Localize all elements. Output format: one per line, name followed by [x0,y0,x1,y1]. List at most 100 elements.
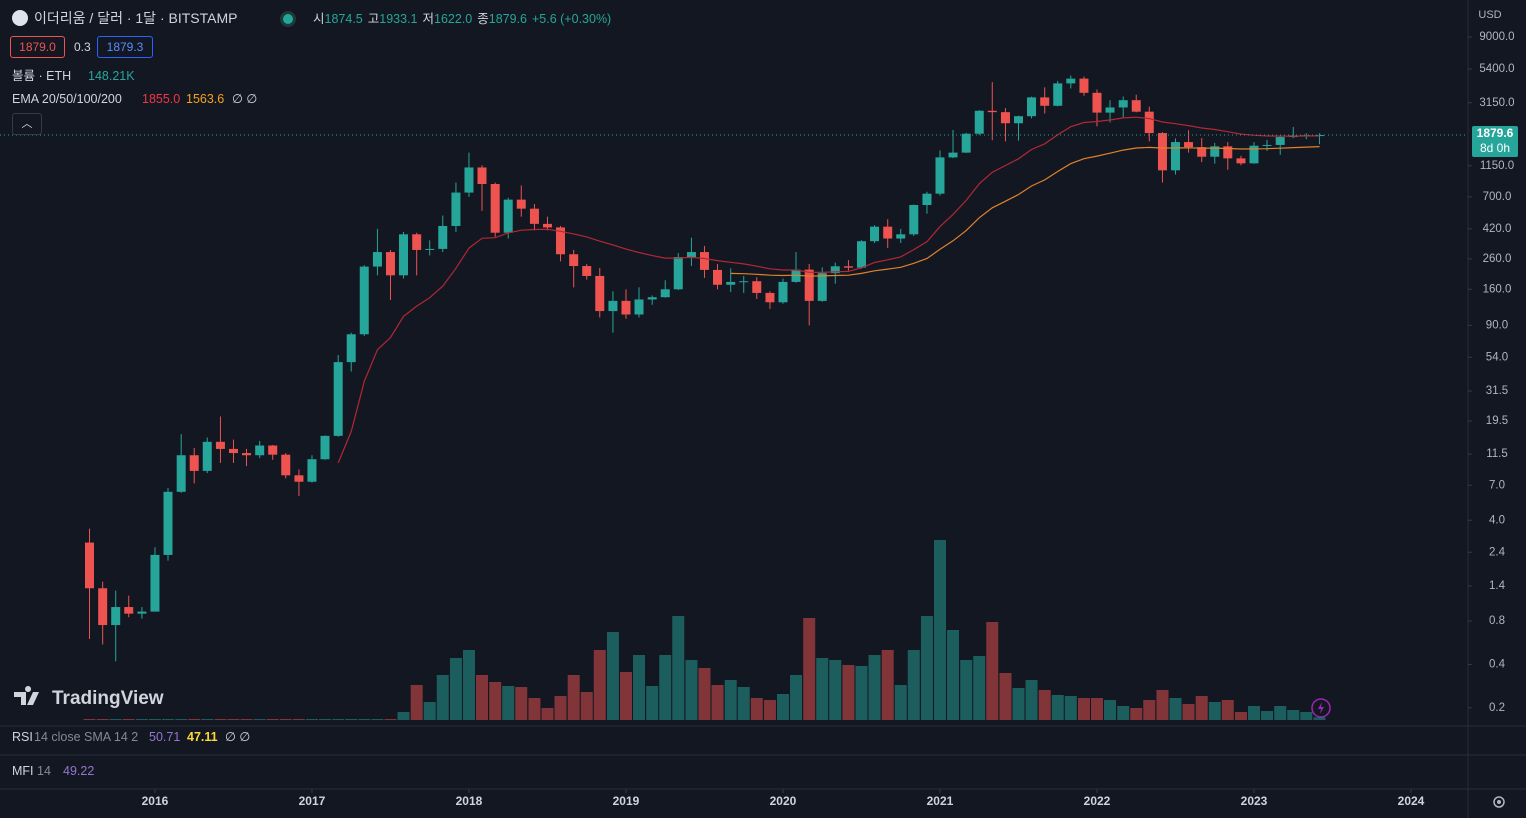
candle-body [385,252,395,276]
volume-bar [240,719,253,720]
candle-body [961,133,971,153]
candle-body [412,234,422,250]
volume-bar [1156,690,1169,720]
y-tick-label: 19.5 [1486,415,1508,427]
volume-bar [83,719,96,720]
collapse-button[interactable]: ︿ [12,113,42,135]
candle-body [974,110,984,134]
candle-body [163,491,173,555]
rsi-params: 14 close SMA 14 2 [34,730,139,744]
y-tick-label: 4.0 [1489,514,1505,526]
ema-value: 1855.0 [142,92,181,106]
volume-bar [685,660,698,720]
volume-bar [319,719,332,720]
candle-body [739,281,749,283]
candle-body [1027,97,1037,117]
volume-bar [894,685,907,720]
currency[interactable]: USD [1478,9,1501,21]
volume-bar [1143,700,1156,720]
x-tick-label: 2020 [770,794,797,808]
ask-button[interactable]: 1879.3 [97,36,153,58]
ohlc-value: 1879.6 [488,12,527,26]
volume-bar [201,719,214,720]
candle-body [281,454,291,476]
y-tick-label: 2.4 [1489,546,1506,558]
volume-bar [567,675,580,720]
x-tick-label: 2016 [142,794,169,808]
volume-bar [999,673,1012,720]
volume-bar [724,680,737,720]
ohlc-legend: 시1874.5 고1933.1 저1622.0 종1879.6 +5.6 (+0.30%… [313,11,611,27]
volume-bar [1064,696,1077,720]
candle-body [359,266,369,335]
ema-value: ∅ ∅ [232,92,258,106]
volume-bar [462,650,475,720]
volume-bar [449,658,462,720]
volume-bar [803,618,816,720]
candle-body [804,269,814,301]
ema-label: EMA 20/50/100/200 [12,92,122,106]
volume-bar [554,696,567,720]
mfi-params: 14 [37,764,51,778]
candle-body [333,362,343,436]
candle-body [137,611,147,614]
volume-bar [1300,712,1313,720]
y-tick-label: 420.0 [1483,223,1512,235]
volume-bar [986,622,999,720]
settings-icon[interactable] [1493,796,1505,808]
volume-bar [1117,706,1130,720]
candle-body [1066,78,1076,84]
candle-body [490,184,500,233]
volume-bar [358,719,371,720]
candle-body [438,225,448,249]
volume-bar [580,692,593,720]
candle-body [1092,92,1102,113]
volume-bar [1248,706,1261,720]
rsi-value: 50.71 [149,730,181,744]
volume-bar [227,719,240,720]
volume-bar [515,687,528,720]
candle-body [843,266,853,268]
mfi-name: MFI [12,764,34,778]
ema-line [730,146,1320,277]
volume-bar [1038,690,1051,720]
y-tick-label: 0.8 [1489,615,1505,627]
candle-body [935,157,945,194]
candle-body [1131,100,1141,112]
volume-bar [1195,696,1208,720]
alert-icon[interactable] [1311,698,1331,718]
candle-body [346,334,356,363]
volume-bar [397,712,410,720]
y-tick-label: 260.0 [1483,253,1512,265]
volume-value: 148.21K [88,69,135,83]
candle-body [372,252,382,267]
volume-bar [1169,698,1182,720]
volume-bar [1104,700,1117,720]
candle-body [582,266,592,276]
ohlc-label: 고 [367,12,380,26]
y-tick-label: 700.0 [1483,191,1512,203]
candle-body [922,193,932,205]
candle-body [699,252,709,270]
mfi-value: 49.22 [63,764,95,778]
volume-bar [698,668,711,720]
candle-body [883,226,893,239]
candle-body [896,234,906,239]
candle-body [1053,83,1063,106]
volume-bar [332,719,345,720]
candle-body [621,300,631,315]
bid-button[interactable]: 1879.0 [10,36,65,58]
candle-body [673,257,683,290]
logo-text: TradingView [52,688,164,709]
x-tick-label: 2017 [299,794,326,808]
candle-body [1262,144,1272,146]
y-tick-label: 5400.0 [1479,63,1514,75]
volume-bar [175,719,188,720]
candle-body [320,435,330,460]
y-tick-label: 0.2 [1489,702,1505,714]
candle-body [425,248,435,250]
candle-body [1275,137,1285,145]
candle-body [987,110,997,113]
y-tick-label: 3150.0 [1479,97,1514,109]
candle-body [1184,142,1194,148]
